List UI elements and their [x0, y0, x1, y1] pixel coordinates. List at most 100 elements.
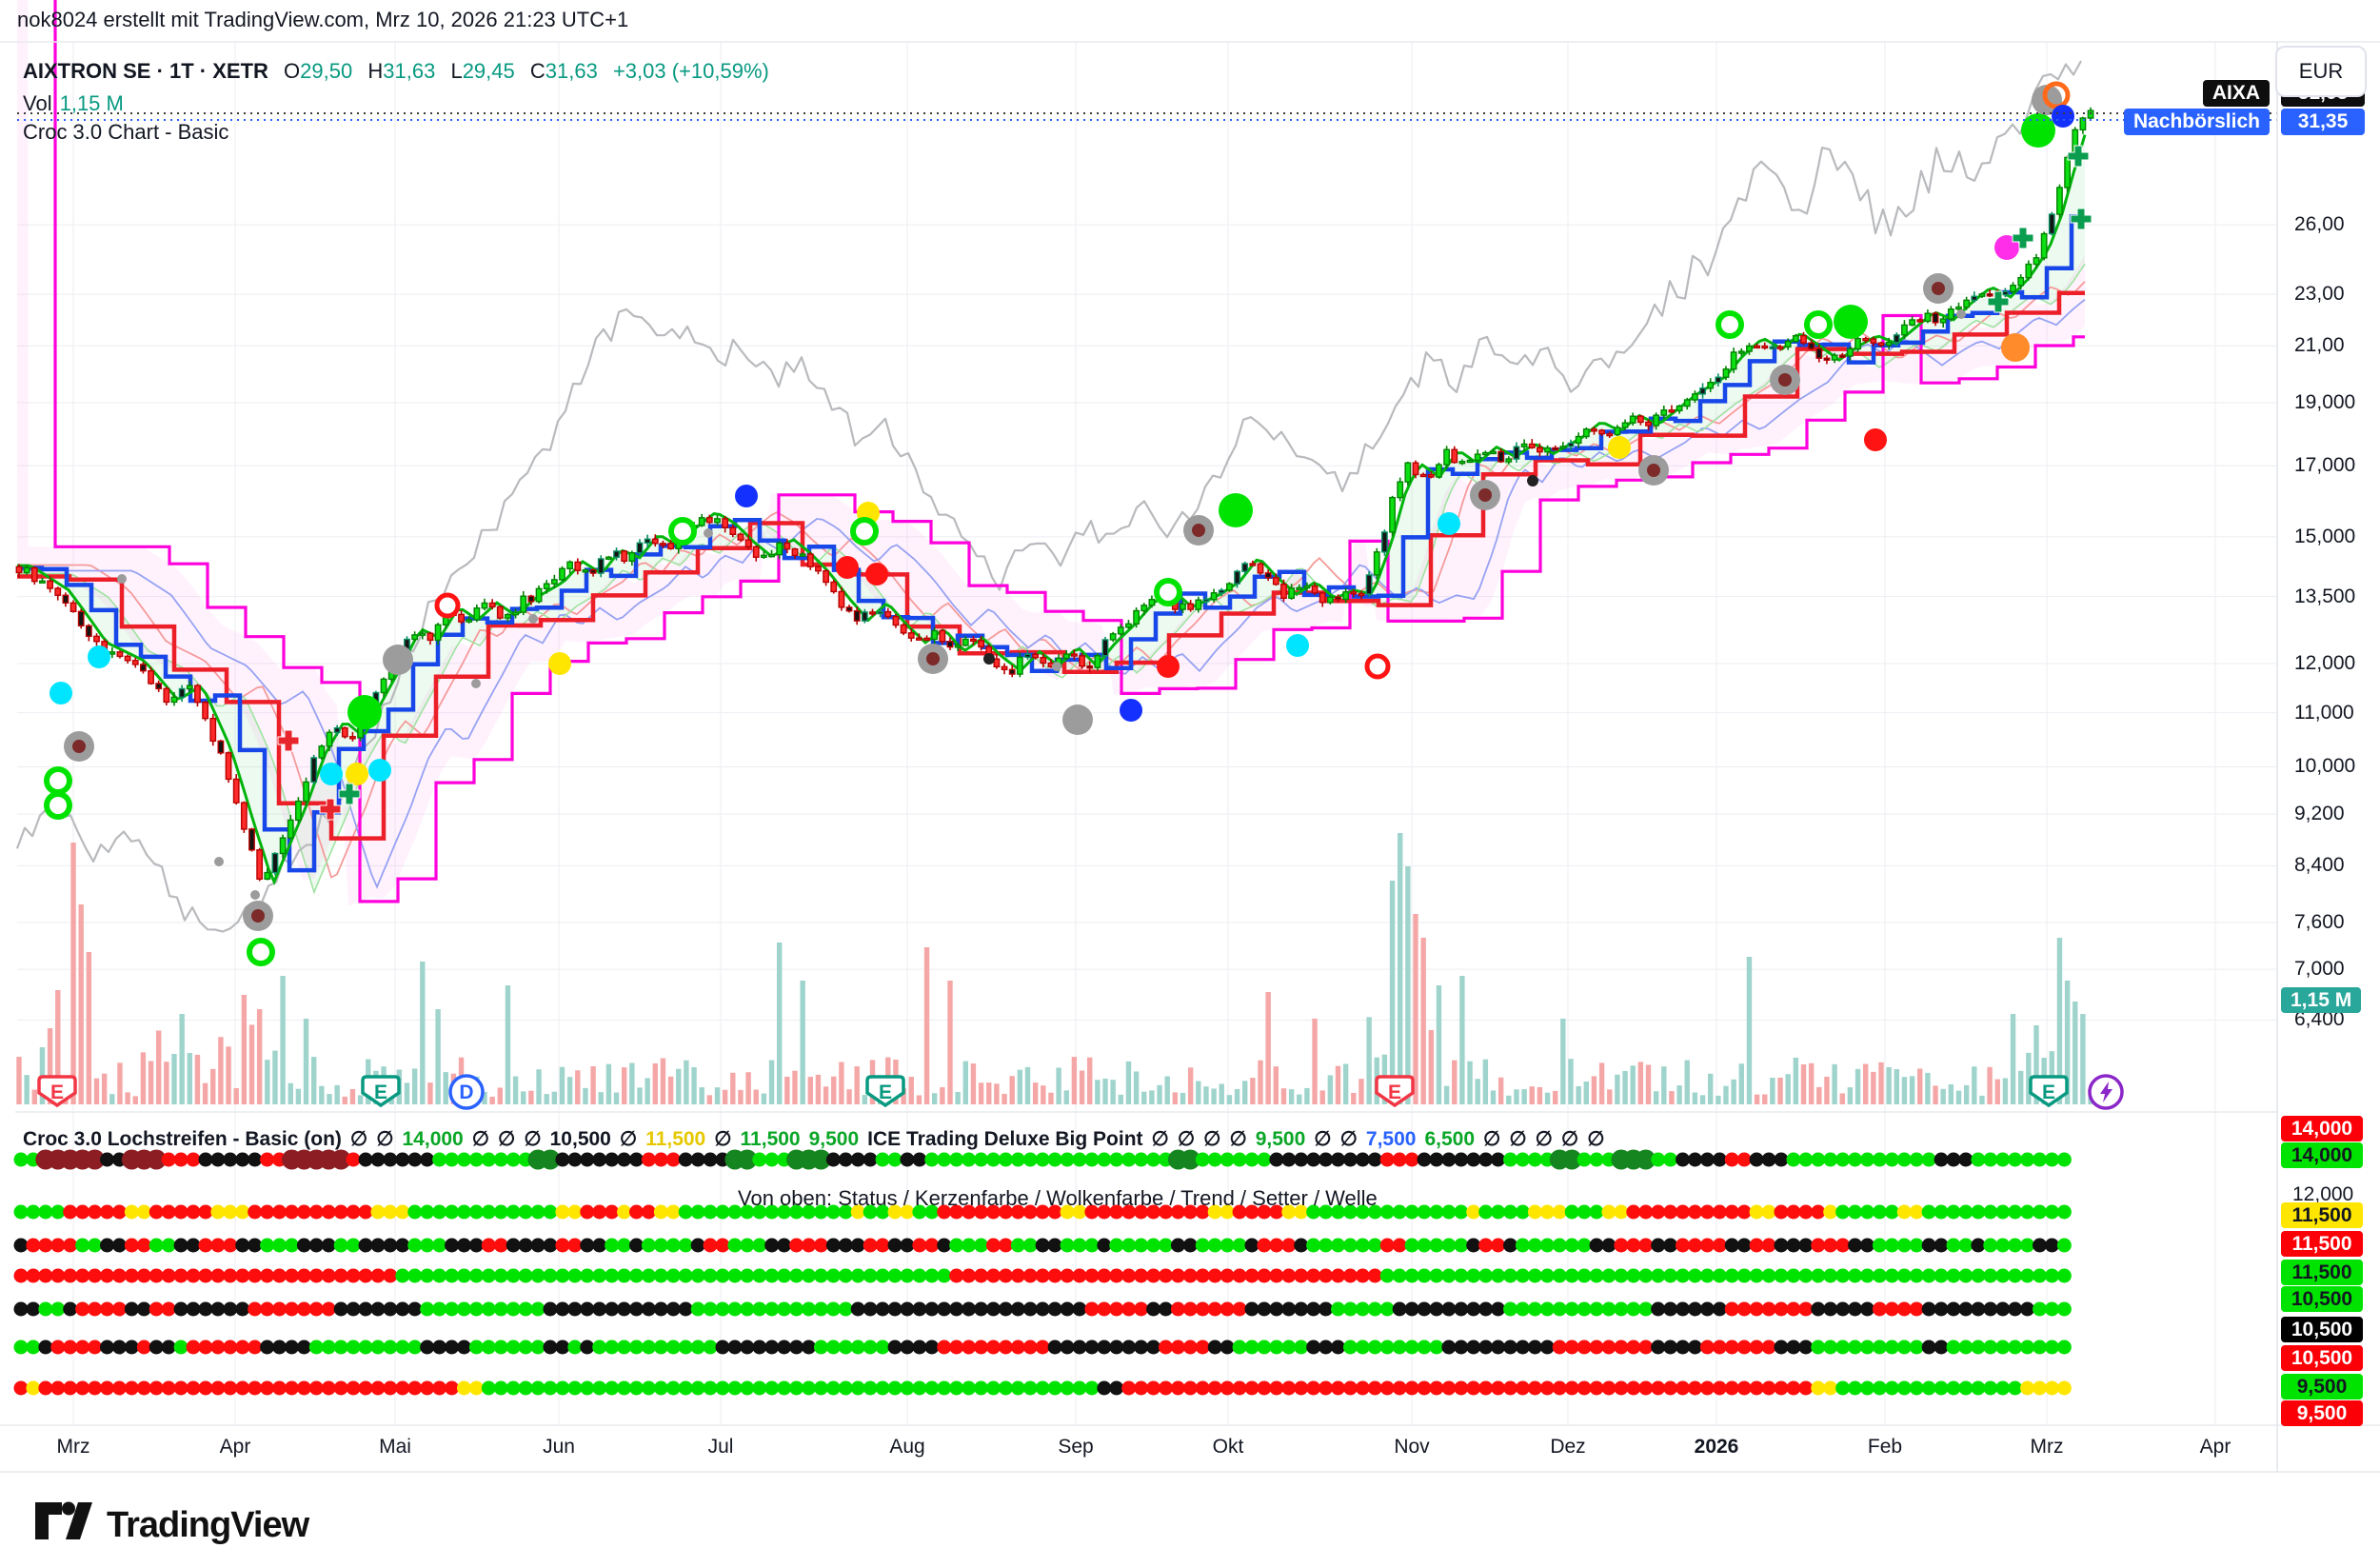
candle-body — [861, 611, 868, 622]
tape-dot — [1047, 1380, 1062, 1396]
volume-bar — [1878, 1062, 1884, 1104]
tape-dot — [1220, 1380, 1235, 1396]
candle-body — [776, 542, 783, 556]
tape-dot — [321, 1340, 336, 1355]
indicator-status-line[interactable]: Croc 3.0 Lochstreifen - Basic (on) ∅ ∅ 14,0… — [23, 1127, 1614, 1151]
tape-dot — [445, 1340, 460, 1355]
time-axis-label[interactable]: Apr — [2199, 1436, 2231, 1458]
candle-body — [1373, 551, 1380, 576]
time-axis-label[interactable]: Dez — [1550, 1436, 1586, 1458]
tape-dot — [248, 1152, 263, 1167]
time-axis-label[interactable]: Feb — [1867, 1436, 1903, 1458]
candle-body — [1257, 563, 1264, 574]
candle-body — [2001, 290, 2009, 296]
volume-bar — [1568, 1059, 1574, 1104]
tape-dot — [838, 1340, 853, 1355]
time-axis-label[interactable]: Jun — [543, 1436, 575, 1458]
symbol-legend[interactable]: AIXTRON SE · 1T · XETR O29,50 H31,63 L29… — [23, 59, 769, 84]
time-axis-label[interactable]: Aug — [889, 1436, 925, 1458]
tape-dot — [333, 1204, 348, 1220]
tape-dot — [703, 1380, 718, 1396]
candle-body — [1746, 345, 1753, 352]
volume-bar — [295, 1088, 302, 1104]
tape-dot — [1060, 1204, 1075, 1220]
gray-dot-marker — [528, 614, 538, 624]
candle-body — [923, 637, 930, 642]
event-badge[interactable] — [2088, 1074, 2124, 1110]
tape-dot — [1761, 1301, 1776, 1317]
volume-bar — [505, 985, 511, 1104]
event-badge[interactable]: E — [2029, 1075, 2069, 1108]
tape-dot — [272, 1204, 288, 1220]
volume-bar — [1405, 866, 1411, 1104]
volume-bar — [2010, 1014, 2016, 1104]
red-ring-marker — [434, 592, 461, 619]
tape-dot — [1294, 1380, 1309, 1396]
volume-bar — [684, 1060, 689, 1104]
tape-dot — [272, 1340, 288, 1355]
volume-bar — [497, 1087, 503, 1104]
time-axis-label[interactable]: Apr — [219, 1436, 251, 1458]
tape-dot — [665, 1204, 681, 1220]
event-badge[interactable]: E — [361, 1075, 401, 1108]
time-axis-label[interactable]: Okt — [1212, 1436, 1244, 1458]
tape-dot — [1134, 1238, 1149, 1253]
candle-body — [1443, 448, 1451, 466]
chart-style-legend[interactable]: Croc 3.0 Chart - Basic — [23, 120, 229, 144]
tape-dot — [1010, 1152, 1025, 1167]
tape-dot — [1331, 1340, 1346, 1355]
volume-bar — [1598, 1062, 1605, 1104]
tradingview-logo[interactable]: TradingView — [34, 1500, 309, 1550]
volume-bar — [800, 981, 805, 1104]
event-badge[interactable]: E — [865, 1075, 905, 1108]
candle-body — [131, 660, 139, 665]
tape-dot — [1109, 1340, 1124, 1355]
candle-body — [1870, 338, 1877, 344]
time-axis-label[interactable]: Mai — [379, 1436, 411, 1458]
time-axis-label[interactable]: Mrz — [56, 1436, 90, 1458]
tape-dot — [1158, 1380, 1173, 1396]
time-axis-label[interactable]: Mrz — [2030, 1436, 2064, 1458]
tape-dot — [481, 1380, 496, 1396]
candle-body — [1986, 293, 1993, 297]
event-badge[interactable]: E — [1375, 1075, 1415, 1108]
tape-dot — [813, 1204, 828, 1220]
tape-dot — [1835, 1301, 1851, 1317]
event-badge[interactable]: D — [448, 1074, 485, 1110]
price-tick: 7,000 — [2294, 958, 2345, 981]
tape-dot — [395, 1152, 410, 1167]
candle-body — [30, 566, 38, 583]
time-axis-label[interactable]: Nov — [1394, 1436, 1430, 1458]
volume-bar — [714, 1087, 721, 1104]
tape-dot — [540, 1149, 561, 1170]
tape-dot — [370, 1204, 386, 1220]
time-axis-label[interactable]: Jul — [707, 1436, 734, 1458]
tape-dot — [1896, 1238, 1912, 1253]
candle-body — [93, 635, 100, 643]
volume-bar — [660, 1058, 666, 1104]
volume-legend[interactable]: Vol 1,15 M — [23, 91, 124, 116]
event-badge[interactable]: E — [37, 1075, 77, 1108]
price-tick: 8,400 — [2294, 854, 2345, 877]
tape-dot — [210, 1238, 226, 1253]
volume-bar — [1389, 881, 1396, 1104]
tape-dot — [1170, 1238, 1185, 1253]
tape-dot — [665, 1301, 681, 1317]
tape-dot — [1367, 1301, 1382, 1317]
volume-bar — [566, 1077, 573, 1104]
tape-dot — [149, 1301, 164, 1317]
volume-bar — [1630, 1065, 1636, 1104]
time-axis-label[interactable]: Sep — [1058, 1436, 1094, 1458]
candle-body — [1645, 421, 1652, 427]
tape-dot — [432, 1301, 447, 1317]
status-empty-value: ∅ — [498, 1128, 516, 1150]
indicator-value-badge: 9,500 — [2281, 1400, 2363, 1426]
tape-dot — [850, 1204, 865, 1220]
tape-dot — [1207, 1340, 1222, 1355]
tape-dot — [333, 1380, 348, 1396]
time-axis-label[interactable]: 2026 — [1694, 1436, 1739, 1458]
currency-button[interactable]: EUR — [2275, 46, 2367, 97]
tape-dot — [937, 1238, 952, 1253]
volume-bar — [1420, 938, 1426, 1104]
